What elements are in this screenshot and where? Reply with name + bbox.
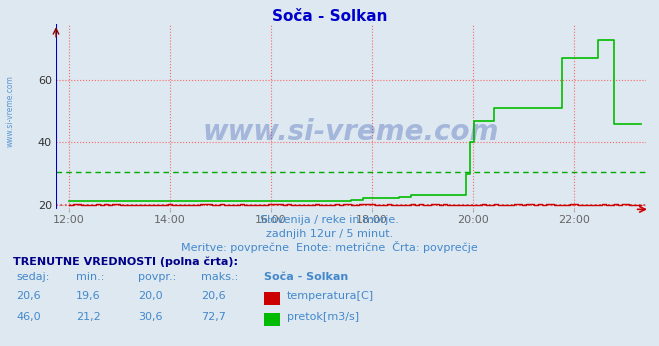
Text: Meritve: povprečne  Enote: metrične  Črta: povprečje: Meritve: povprečne Enote: metrične Črta:… [181,241,478,253]
Text: 19,6: 19,6 [76,291,100,301]
Text: 20,0: 20,0 [138,291,163,301]
Text: www.si-vreme.com: www.si-vreme.com [5,75,14,147]
Text: 72,7: 72,7 [201,312,226,322]
Text: Soča - Solkan: Soča - Solkan [272,9,387,24]
Text: min.:: min.: [76,272,104,282]
Text: temperatura[C]: temperatura[C] [287,291,374,301]
Text: www.si-vreme.com: www.si-vreme.com [203,118,499,146]
Text: zadnjih 12ur / 5 minut.: zadnjih 12ur / 5 minut. [266,229,393,239]
Text: 46,0: 46,0 [16,312,41,322]
Text: 20,6: 20,6 [16,291,41,301]
Text: TRENUTNE VREDNOSTI (polna črta):: TRENUTNE VREDNOSTI (polna črta): [13,256,238,267]
Text: pretok[m3/s]: pretok[m3/s] [287,312,358,322]
Text: 30,6: 30,6 [138,312,163,322]
Text: Slovenija / reke in morje.: Slovenija / reke in morje. [260,215,399,225]
Text: povpr.:: povpr.: [138,272,177,282]
Text: 21,2: 21,2 [76,312,101,322]
Text: sedaj:: sedaj: [16,272,50,282]
Text: Soča - Solkan: Soča - Solkan [264,272,348,282]
Text: 20,6: 20,6 [201,291,225,301]
Text: maks.:: maks.: [201,272,239,282]
